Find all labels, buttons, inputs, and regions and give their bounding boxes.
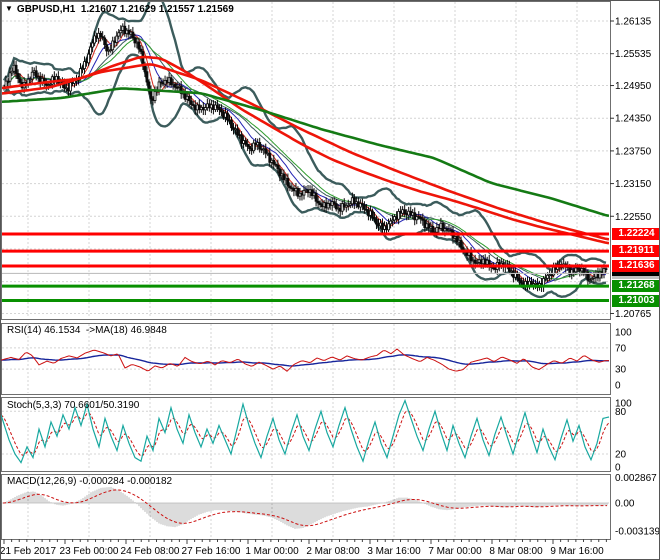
main-chart-panel[interactable] [1,1,611,320]
macd-tick--0.003139: -0.003139 [615,527,660,538]
price-tick-1.24950: 1.24950 [615,81,652,92]
rsi-label: RSI(14) 46.1534 ->MA(18) 46.9848 [7,325,167,336]
time-label: 3 Mar 16:00 [367,546,421,557]
time-label: 23 Feb 00:00 [59,546,119,557]
symbol-dropdown-icon[interactable]: ▼ [5,4,13,13]
rsi-panel[interactable] [1,323,611,395]
time-label: 21 Feb 2017 [0,546,57,557]
time-label: 9 Mar 16:00 [550,546,604,557]
stoch-tick-20: 20 [615,450,627,461]
rsi-tick-30: 30 [615,365,627,376]
time-label: 2 Mar 08:00 [306,546,360,557]
price-tick-1.26135: 1.26135 [615,17,652,28]
stoch-label: Stoch(5,3,3) 70.6601/50.3190 [7,400,140,411]
ohlc-header: ▼ GBPUSD,H1 1.21607 1.21629 1.21557 1.215… [5,4,234,15]
rsi-tick-100: 100 [615,328,632,339]
price-tick-1.22550: 1.22550 [615,212,652,223]
macd-label: MACD(12,26,9) -0.000284 -0.000182 [7,476,173,487]
price-tick-1.25535: 1.25535 [615,49,652,60]
symbol-label: GBPUSD,H1 [16,4,76,15]
rsi-tick-70: 70 [615,343,627,354]
price-tick-1.23150: 1.23150 [615,179,652,190]
rsi-tick-0: 0 [615,381,621,392]
macd-panel[interactable] [1,474,611,540]
price-tick-1.20765: 1.20765 [615,309,652,320]
stoch-panel[interactable] [1,397,611,472]
axis-layer: 1.26135 1.25535 1.24950 1.24350 1.23750 1.231… [3,17,660,544]
price-badge-resistance[interactable]: 1.21911 [612,245,659,258]
stoch-tick-100: 100 [615,399,632,410]
macd-tick-0.00: 0.00 [615,499,635,510]
stoch-tick-0: 0 [615,463,621,474]
price-badge-resistance[interactable]: 1.21636 [612,260,659,273]
macd-tick-0.002867: 0.002867 [615,473,657,484]
time-label: 24 Feb 08:00 [120,546,180,557]
price-badge-support[interactable]: 1.21003 [612,294,659,307]
price-badge-resistance[interactable]: 1.22224 [612,228,659,241]
price-badge-support[interactable]: 1.21268 [612,280,659,293]
time-label: 1 Mar 00:00 [245,546,299,557]
price-tick-1.23750: 1.23750 [615,146,652,157]
price-tick-1.24350: 1.24350 [615,114,652,125]
time-label: 7 Mar 00:00 [428,546,482,557]
ohlc-quotes: 1.21607 1.21629 1.21557 1.21569 [80,4,234,15]
stoch-tick-80: 80 [615,407,627,418]
time-label: 27 Feb 16:00 [181,546,241,557]
time-label: 8 Mar 08:00 [489,546,543,557]
